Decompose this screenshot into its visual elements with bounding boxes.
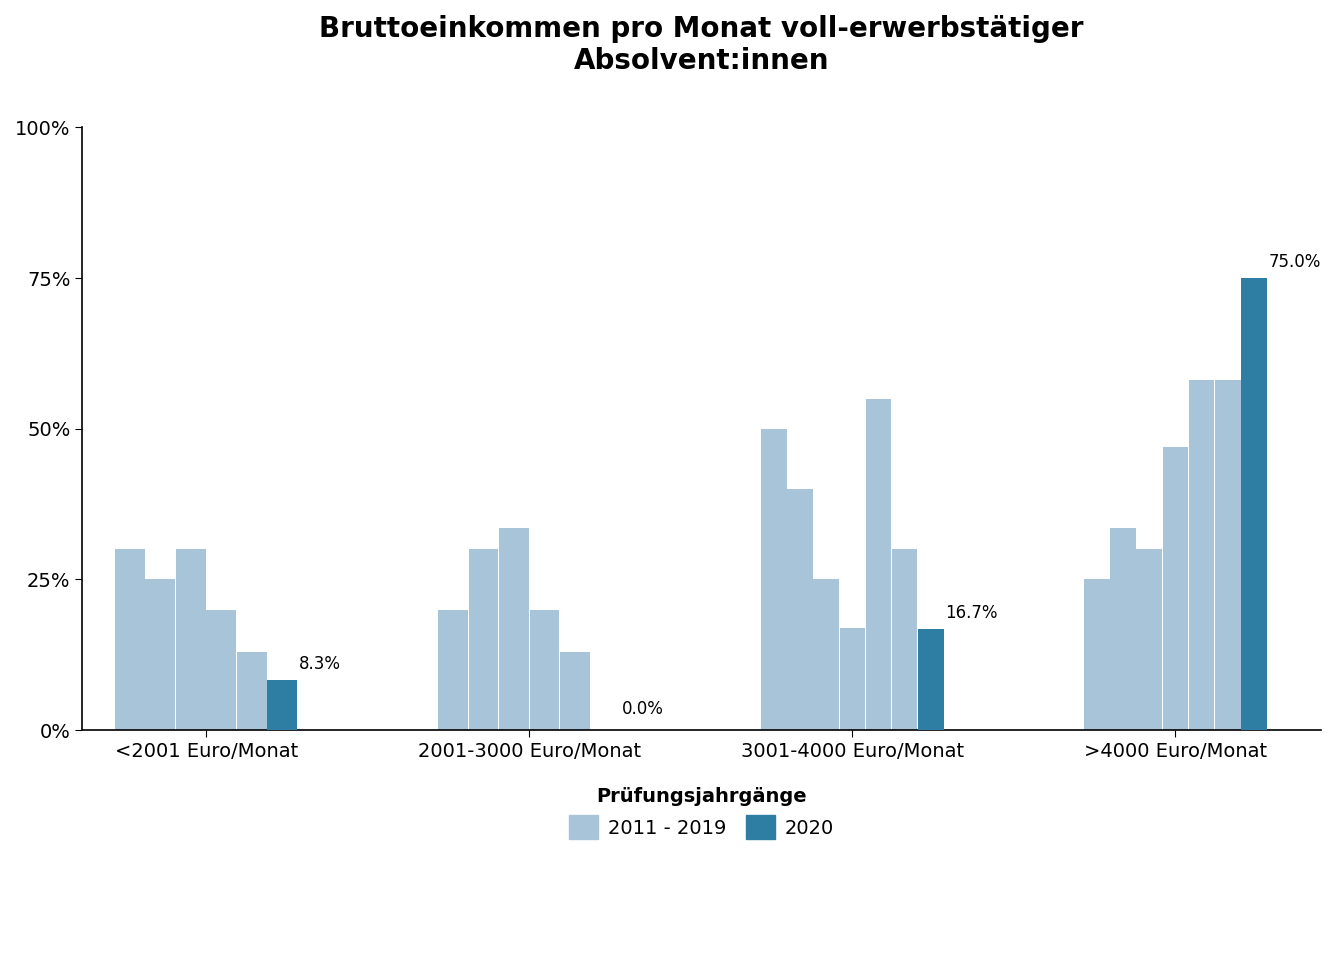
Bar (918, 630, 943, 731)
Bar (1110, 528, 1136, 731)
Bar (145, 580, 175, 731)
Bar (267, 680, 297, 731)
Text: 0.0%: 0.0% (622, 700, 664, 718)
Bar (237, 652, 267, 731)
Bar (438, 610, 468, 731)
Text: 8.3%: 8.3% (300, 655, 341, 673)
Bar (892, 549, 918, 731)
Text: 75.0%: 75.0% (1269, 252, 1321, 271)
Legend: 2011 - 2019, 2020: 2011 - 2019, 2020 (562, 779, 841, 847)
Bar (469, 549, 499, 731)
Bar (207, 610, 237, 731)
Bar (761, 429, 786, 731)
Bar (1137, 549, 1163, 731)
Bar (813, 580, 839, 731)
Bar (176, 549, 206, 731)
Text: 16.7%: 16.7% (945, 604, 997, 622)
Bar (499, 528, 530, 731)
Bar (866, 398, 891, 731)
Bar (1085, 580, 1110, 731)
Bar (788, 489, 813, 731)
Bar (840, 628, 866, 731)
Bar (1188, 380, 1215, 731)
Bar (116, 549, 145, 731)
Bar (530, 610, 559, 731)
Title: Bruttoeinkommen pro Monat voll-erwerbstätiger
Absolvent:innen: Bruttoeinkommen pro Monat voll-erwerbstä… (320, 15, 1083, 76)
Bar (1163, 446, 1188, 731)
Bar (1215, 380, 1241, 731)
Bar (560, 652, 590, 731)
Bar (1241, 278, 1266, 731)
